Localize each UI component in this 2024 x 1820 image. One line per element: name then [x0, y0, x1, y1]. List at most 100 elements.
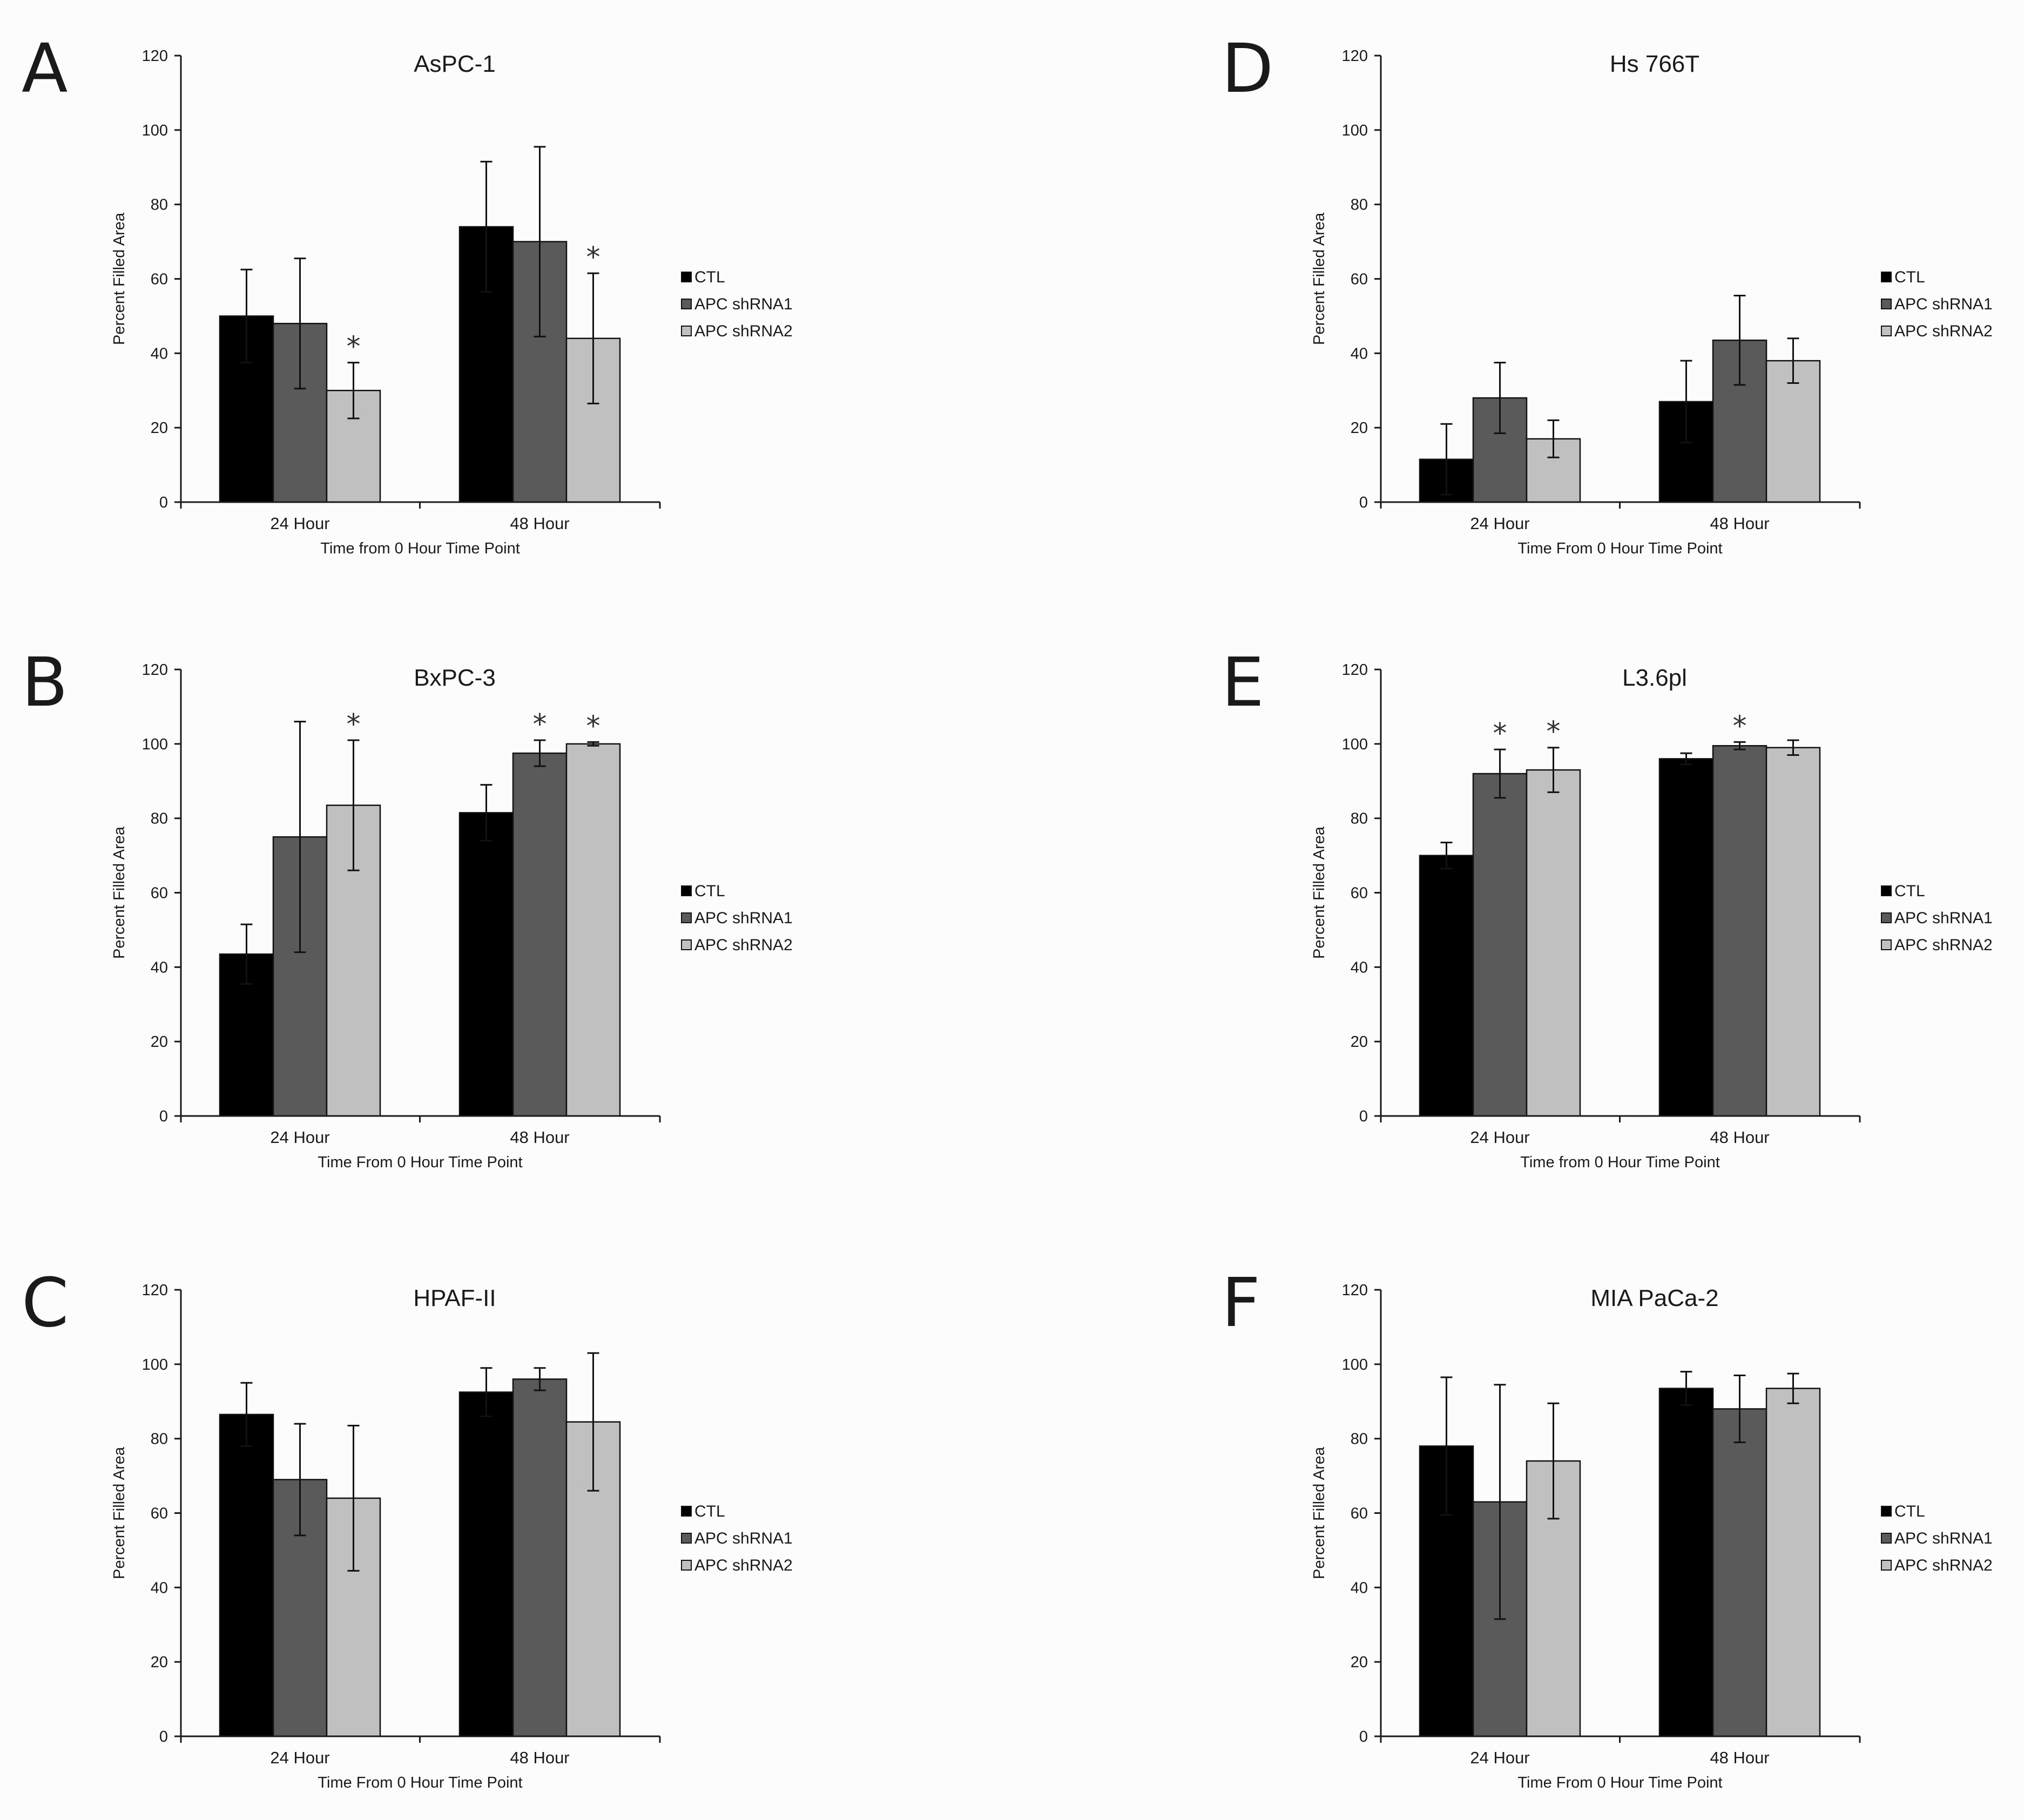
y-tick-label: 100 — [1342, 736, 1368, 753]
significance-star: * — [1493, 718, 1507, 750]
legend-label: APC shRNA1 — [694, 909, 793, 927]
chart-panel-c: C HPAF-II 0 20 40 60 80 100 120 24 Hour 48 Hour Tim… — [22, 1264, 793, 1791]
y-tick-label: 40 — [151, 1579, 168, 1596]
bar-apc-shrna1-0 — [1472, 773, 1528, 1117]
y-tick-label: 0 — [1359, 494, 1368, 511]
y-tick-label: 120 — [142, 661, 168, 679]
bar-ctl-1 — [1658, 758, 1714, 1117]
legend-swatch — [1881, 885, 1892, 896]
x-category-label: 48 Hour — [510, 514, 569, 533]
chart-title: MIA PaCa-2 — [1590, 1285, 1718, 1311]
y-axis-title: Percent Filled Area — [111, 1446, 128, 1579]
significance-star: * — [347, 708, 361, 741]
bar-apc-shrna1-1 — [1712, 745, 1767, 1117]
y-tick-label: 100 — [142, 736, 168, 753]
chart-panel-e: E L3.6pl * * * 0 20 40 60 80 100 120 24 Hour 48 Hour T… — [1222, 644, 1993, 1171]
legend-swatch — [1881, 912, 1892, 923]
x-axis-title: Time from 0 Hour Time Point — [320, 540, 520, 557]
x-axis-title: Time From 0 Hour Time Point — [318, 1154, 522, 1171]
bar-apc-shrna2-1 — [565, 743, 621, 1117]
y-tick-label: 0 — [159, 494, 168, 511]
legend-swatch — [681, 939, 692, 950]
legend-label: APC shRNA1 — [1894, 295, 1993, 313]
bar-apc-shrna1-1 — [512, 1378, 568, 1737]
x-category-label: 48 Hour — [1710, 1748, 1769, 1767]
legend-swatch — [1881, 326, 1892, 336]
legend-label: APC shRNA2 — [1894, 1557, 1993, 1574]
bar-ctl-0 — [219, 1413, 274, 1737]
significance-star: * — [1547, 716, 1561, 748]
legend-swatch — [1881, 1560, 1892, 1571]
bar-ctl-0 — [1419, 855, 1474, 1117]
y-tick-label: 40 — [1351, 959, 1368, 976]
x-axis-title: Time From 0 Hour Time Point — [318, 1774, 522, 1791]
chart-title: AsPC-1 — [414, 51, 496, 77]
legend-swatch — [1881, 939, 1892, 950]
y-axis-title: Percent Filled Area — [1311, 1446, 1328, 1579]
y-axis-title: Percent Filled Area — [111, 212, 128, 345]
y-tick-label: 20 — [1351, 420, 1368, 437]
y-tick-label: 120 — [142, 48, 168, 65]
bar-apc-shrna2-1 — [1765, 747, 1821, 1117]
bar-apc-shrna2-0 — [1526, 769, 1581, 1117]
legend-swatch — [681, 299, 692, 309]
legend-swatch — [681, 1560, 692, 1571]
bar-apc-shrna2-1 — [1765, 360, 1821, 503]
legend-label: APC shRNA2 — [694, 322, 793, 340]
x-axis-title: Time From 0 Hour Time Point — [1517, 540, 1722, 557]
y-tick-label: 80 — [151, 1431, 168, 1448]
legend-label: CTL — [1894, 882, 1925, 900]
y-tick-label: 100 — [1342, 1356, 1368, 1374]
y-tick-label: 0 — [159, 1728, 168, 1745]
legend-label: APC shRNA1 — [694, 1530, 793, 1547]
panel-letter: E — [1222, 644, 1264, 722]
chart-title: BxPC-3 — [414, 665, 496, 691]
legend-label: APC shRNA2 — [694, 1557, 793, 1574]
chart-panel-b: B BxPC-3 * * * 0 20 40 60 80 100 120 24 Hour 48 Hour T… — [22, 644, 793, 1171]
significance-star: * — [347, 331, 361, 363]
x-category-label: 48 Hour — [510, 1128, 569, 1147]
significance-star: * — [586, 710, 601, 742]
panel-letter: B — [22, 644, 68, 722]
legend-label: CTL — [694, 268, 725, 286]
x-category-label: 48 Hour — [1710, 514, 1769, 533]
x-category-label: 24 Hour — [270, 1128, 329, 1147]
chart-panel-d: D Hs 766T 0 20 40 60 80 100 120 24 Hour 48 Hour Tim… — [1222, 30, 1993, 557]
bar-ctl-1 — [458, 1391, 514, 1737]
legend-label: CTL — [694, 882, 725, 900]
chart-panel-f: F MIA PaCa-2 0 20 40 60 80 100 120 24 Hour 48 Hour… — [1222, 1264, 1993, 1791]
y-tick-label: 80 — [151, 810, 168, 828]
x-category-label: 48 Hour — [1710, 1128, 1769, 1147]
legend-label: APC shRNA2 — [1894, 936, 1993, 954]
bar-ctl-1 — [458, 812, 514, 1117]
chart-title: Hs 766T — [1610, 51, 1699, 77]
x-category-label: 24 Hour — [270, 514, 329, 533]
y-tick-label: 20 — [1351, 1033, 1368, 1051]
chart-title: HPAF-II — [413, 1285, 496, 1311]
y-tick-label: 80 — [1351, 810, 1368, 828]
y-tick-label: 60 — [1351, 1505, 1368, 1523]
y-tick-label: 60 — [1351, 885, 1368, 902]
legend-swatch — [1881, 1506, 1892, 1517]
legend-swatch — [681, 1533, 692, 1544]
y-axis-title: Percent Filled Area — [1311, 212, 1328, 345]
y-axis-title: Percent Filled Area — [111, 826, 128, 959]
legend-swatch — [681, 1506, 692, 1517]
legend-label: APC shRNA2 — [1894, 322, 1993, 340]
legend-swatch — [681, 326, 692, 336]
y-tick-label: 60 — [1351, 271, 1368, 288]
y-tick-label: 60 — [151, 271, 168, 288]
panel-letter: A — [22, 30, 68, 108]
y-tick-label: 0 — [159, 1108, 168, 1125]
y-tick-label: 40 — [1351, 345, 1368, 362]
y-tick-label: 60 — [151, 1505, 168, 1523]
y-tick-label: 60 — [151, 885, 168, 902]
panel-letter: F — [1222, 1264, 1260, 1342]
legend-swatch — [1881, 1533, 1892, 1544]
legend-label: CTL — [694, 1503, 725, 1520]
panel-letter: C — [22, 1264, 69, 1342]
y-tick-label: 100 — [142, 122, 168, 139]
x-category-label: 48 Hour — [510, 1748, 569, 1767]
significance-star: * — [586, 241, 601, 274]
